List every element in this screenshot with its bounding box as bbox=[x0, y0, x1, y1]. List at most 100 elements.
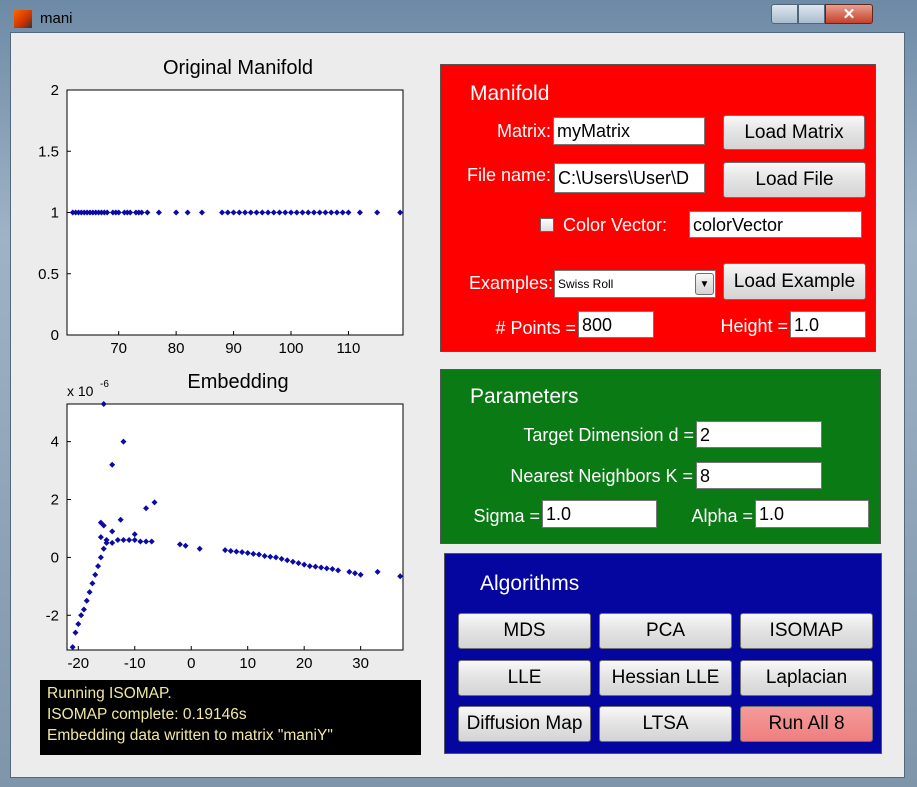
data-point bbox=[301, 561, 308, 568]
load-file-button[interactable]: Load File bbox=[723, 162, 866, 198]
data-point bbox=[148, 538, 155, 545]
data-point bbox=[267, 553, 274, 560]
alpha-input[interactable]: 1.0 bbox=[755, 500, 869, 528]
data-point bbox=[310, 209, 317, 216]
data-point bbox=[397, 573, 404, 580]
y-tick-label: 2 bbox=[51, 82, 59, 99]
y-scale-label: x 10 bbox=[67, 383, 94, 399]
data-point bbox=[250, 550, 257, 557]
panel-title: Algorithms bbox=[480, 572, 580, 595]
x-tick-label: 70 bbox=[110, 340, 127, 357]
data-point bbox=[272, 554, 279, 561]
algorithm-button[interactable]: MDS bbox=[458, 613, 591, 649]
algorithm-button[interactable]: Diffusion Map bbox=[458, 706, 591, 742]
data-point bbox=[109, 539, 116, 546]
file-input[interactable]: C:\Users\User\D bbox=[554, 163, 705, 193]
data-point bbox=[109, 528, 116, 535]
points-input[interactable]: 800 bbox=[578, 311, 654, 338]
data-point bbox=[253, 209, 260, 216]
label: File name: bbox=[466, 165, 551, 185]
data-point bbox=[92, 571, 99, 578]
label: Alpha = bbox=[691, 506, 753, 526]
close-button[interactable]: ✕ bbox=[825, 4, 873, 24]
y-tick-label: 0.5 bbox=[38, 266, 59, 283]
algorithm-button[interactable]: LTSA bbox=[599, 706, 732, 742]
algorithm-button[interactable]: Run All 8 bbox=[740, 706, 873, 742]
data-point bbox=[289, 558, 296, 565]
data-point bbox=[282, 209, 289, 216]
data-point bbox=[120, 438, 127, 445]
x-tick-label: 10 bbox=[239, 655, 256, 672]
data-point bbox=[261, 552, 268, 559]
data-point bbox=[182, 542, 189, 549]
load-matrix-button[interactable]: Load Matrix bbox=[723, 115, 865, 150]
algorithm-button[interactable]: Laplacian bbox=[740, 660, 873, 696]
algorithm-button[interactable]: PCA bbox=[599, 613, 732, 649]
data-point bbox=[138, 209, 145, 216]
maximize-button[interactable] bbox=[798, 4, 825, 24]
data-point bbox=[78, 612, 85, 619]
plot-area bbox=[66, 403, 404, 651]
x-tick-label: 100 bbox=[278, 340, 303, 357]
data-point bbox=[329, 565, 336, 572]
data-point bbox=[374, 209, 381, 216]
label: Matrix: bbox=[497, 121, 551, 141]
data-point bbox=[100, 522, 107, 529]
data-point bbox=[100, 545, 107, 552]
matrix-input[interactable]: myMatrix bbox=[553, 117, 705, 145]
y-tick-label: 1 bbox=[51, 205, 59, 222]
x-tick-label: 30 bbox=[352, 655, 369, 672]
color-input[interactable]: colorVector bbox=[689, 211, 862, 238]
data-point bbox=[155, 209, 162, 216]
data-point bbox=[115, 209, 122, 216]
data-point bbox=[100, 401, 107, 407]
x-tick-label: 20 bbox=[296, 655, 313, 672]
y-tick-label: 0 bbox=[51, 327, 59, 344]
examples-select[interactable]: Swiss Roll bbox=[554, 270, 716, 298]
dropdown-arrow[interactable]: ▼ bbox=[695, 273, 714, 295]
data-point bbox=[151, 499, 158, 506]
algorithm-button[interactable]: Hessian LLE bbox=[599, 660, 732, 696]
data-point bbox=[143, 505, 150, 512]
data-point bbox=[127, 209, 134, 216]
data-point bbox=[144, 209, 151, 216]
data-point bbox=[95, 563, 102, 570]
data-point bbox=[198, 209, 205, 216]
x-tick-label: 0 bbox=[187, 655, 195, 672]
data-point bbox=[97, 554, 104, 561]
data-point bbox=[293, 209, 300, 216]
data-point bbox=[72, 629, 79, 636]
data-point bbox=[126, 537, 133, 544]
data-point bbox=[284, 557, 291, 564]
data-point bbox=[109, 461, 116, 468]
data-point bbox=[322, 209, 329, 216]
data-point bbox=[316, 209, 323, 216]
data-point bbox=[328, 209, 335, 216]
label: Color Vector: bbox=[563, 215, 668, 235]
data-point bbox=[312, 563, 319, 570]
data-point bbox=[356, 209, 363, 216]
data-point bbox=[75, 620, 82, 627]
data-point bbox=[173, 209, 180, 216]
algorithm-button[interactable]: LLE bbox=[458, 660, 591, 696]
data-point bbox=[397, 209, 404, 216]
data-point bbox=[83, 597, 90, 604]
data-point bbox=[86, 589, 93, 596]
data-point bbox=[80, 606, 87, 613]
x-tick-label: -20 bbox=[67, 655, 89, 672]
data-point bbox=[352, 570, 358, 577]
height-input[interactable]: 1.0 bbox=[790, 311, 866, 338]
data-point bbox=[259, 209, 266, 216]
color-checkbox[interactable] bbox=[540, 218, 554, 232]
neighbors-input[interactable]: 8 bbox=[696, 462, 822, 489]
target-input[interactable]: 2 bbox=[696, 421, 822, 448]
minimize-button[interactable] bbox=[771, 4, 798, 24]
data-point bbox=[305, 209, 312, 216]
sigma-input[interactable]: 1.0 bbox=[542, 500, 657, 528]
y-tick-label: 1.5 bbox=[38, 143, 59, 160]
data-point bbox=[233, 548, 240, 555]
data-point bbox=[104, 209, 111, 216]
algorithm-button[interactable]: ISOMAP bbox=[740, 613, 873, 649]
status-line: Embedding data written to matrix "maniY" bbox=[47, 727, 333, 744]
load-example-button[interactable]: Load Example bbox=[723, 263, 866, 300]
